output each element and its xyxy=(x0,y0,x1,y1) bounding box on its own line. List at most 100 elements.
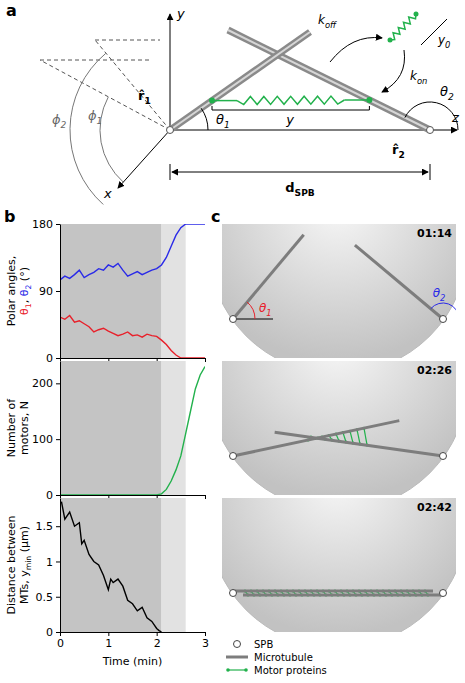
chart: 090180Polar angles,θ1, θ2 (°) xyxy=(5,218,206,365)
label-sub: 2 xyxy=(398,150,404,160)
label-part: θ xyxy=(440,84,448,99)
tick-mark xyxy=(157,632,158,636)
tick-mark xyxy=(56,224,60,225)
microtubule xyxy=(233,235,304,319)
label: ϕ1 xyxy=(88,108,102,126)
snapshot: 02:42 xyxy=(208,388,465,648)
chart: 0100200Number ofmotors, N xyxy=(5,361,206,502)
tick-mark xyxy=(56,358,60,359)
legend-label: Motor proteins xyxy=(254,665,327,676)
tick-label: 1.5 xyxy=(36,520,54,533)
legend-symbol xyxy=(226,668,230,672)
legend-label: SPB xyxy=(254,639,273,650)
label: θ1 xyxy=(216,112,230,130)
time-label: 01:14 xyxy=(417,227,452,240)
bracket xyxy=(369,106,370,110)
tick: 90 xyxy=(39,285,60,298)
tick-label: 100 xyxy=(32,433,53,446)
tick-label: 0 xyxy=(57,637,64,650)
series-line xyxy=(60,316,205,358)
label-part: Time (min) xyxy=(102,655,163,668)
spring xyxy=(212,100,237,102)
panel-a: aϕ1ϕ2yzxdSPBθ1θ2r̂1r̂2yy0koffkon xyxy=(6,1,460,204)
motor-head xyxy=(209,98,215,104)
spb xyxy=(440,316,447,323)
snapshot: θ1θ 2 01:14 xyxy=(208,114,465,374)
axis: 00.511.5 xyxy=(36,499,61,640)
microtubule xyxy=(243,594,443,597)
microtubule xyxy=(170,32,310,130)
spb xyxy=(440,590,447,597)
motor xyxy=(357,430,360,444)
tick-mark xyxy=(205,358,206,362)
tick: 2 xyxy=(154,632,161,650)
bracket xyxy=(212,110,369,111)
label-sub: SPB xyxy=(295,188,315,198)
projection-line xyxy=(40,60,170,130)
nucleus xyxy=(222,361,456,495)
spb xyxy=(427,127,434,134)
tick-label: 200 xyxy=(32,377,53,390)
label-sub: min xyxy=(24,556,33,571)
tick: 0.5 xyxy=(36,591,61,604)
axis-line xyxy=(61,495,206,496)
axis-line xyxy=(60,225,61,359)
tick-mark xyxy=(56,597,60,598)
label-part: 02:42 xyxy=(417,501,452,514)
label: y0 xyxy=(437,33,450,50)
label: θ2 xyxy=(440,84,454,102)
spring xyxy=(390,14,416,40)
label-part: SPB xyxy=(254,639,273,650)
label-sub: 1 xyxy=(224,120,230,130)
motor-head xyxy=(388,38,393,43)
label: dSPB xyxy=(285,180,315,198)
tick: 1.5 xyxy=(36,520,61,533)
label-sub: off xyxy=(325,20,337,30)
axis-title: Distance betweenMTs, ymin (μm) xyxy=(5,515,33,614)
label-part: , xyxy=(18,296,31,303)
spring xyxy=(344,99,369,101)
axis-line xyxy=(61,632,206,633)
label-part: y xyxy=(285,112,294,127)
dimension-tick xyxy=(170,164,171,180)
axis-arrow xyxy=(170,14,171,130)
tick-label: 90 xyxy=(39,285,53,298)
tick-label: 0 xyxy=(46,626,53,639)
nucleus xyxy=(222,224,456,358)
plot-area xyxy=(60,498,186,632)
motor-head xyxy=(366,97,372,103)
microtubule-highlight xyxy=(170,32,310,130)
angle-arc xyxy=(201,108,208,130)
label-part: c xyxy=(211,207,220,226)
angle-arc xyxy=(70,53,106,204)
label-part: θ xyxy=(216,112,224,127)
tick-label: 180 xyxy=(32,218,53,231)
axis: 090180 xyxy=(32,218,61,365)
label: x xyxy=(103,186,112,201)
snapshot: 02:26 xyxy=(208,251,465,511)
legend-symbol xyxy=(234,641,241,648)
tick-mark xyxy=(205,632,206,636)
phase-region xyxy=(162,498,186,632)
tick-mark xyxy=(56,561,60,562)
spb xyxy=(230,453,237,460)
angle-arc xyxy=(100,97,123,182)
label: r̂2 xyxy=(392,142,405,160)
label-part: b xyxy=(4,207,15,226)
tick-mark xyxy=(60,632,61,636)
axis-line xyxy=(60,499,61,633)
label-part: motors, N xyxy=(18,401,31,455)
label: koff xyxy=(318,13,337,30)
spb xyxy=(440,453,447,460)
motor xyxy=(364,428,367,445)
label-sub: 2 xyxy=(448,92,454,102)
label-part: Number of xyxy=(5,398,18,457)
microtubule xyxy=(228,30,430,130)
tick: 3 xyxy=(202,632,209,650)
label: r̂1 xyxy=(138,88,151,106)
label-part: 02:26 xyxy=(417,364,452,377)
label-part: Distance between xyxy=(5,515,18,614)
series-line xyxy=(61,502,161,632)
label-part: Motor proteins xyxy=(254,665,327,676)
panel-letter: c xyxy=(211,207,220,226)
